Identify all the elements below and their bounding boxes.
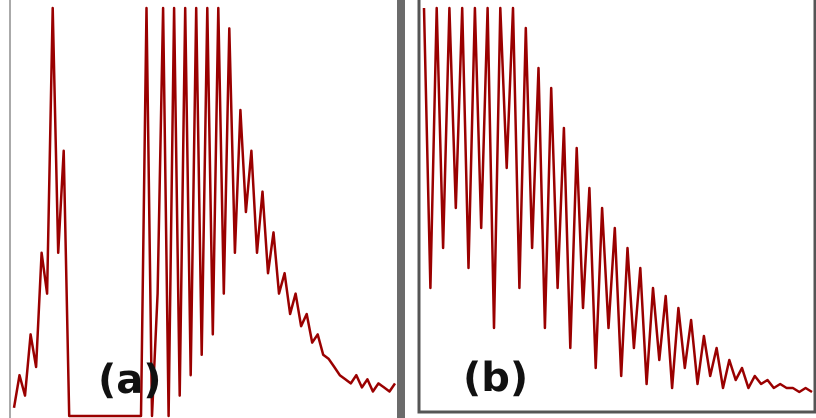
panel-b-frame xyxy=(417,0,816,414)
panel-a-label: (a) xyxy=(98,357,162,403)
panel-b-label: (b) xyxy=(463,355,528,401)
spectrum-trace xyxy=(12,6,397,418)
panel-divider xyxy=(397,0,405,418)
plots xyxy=(12,6,813,418)
spectrum-trace xyxy=(422,6,813,394)
